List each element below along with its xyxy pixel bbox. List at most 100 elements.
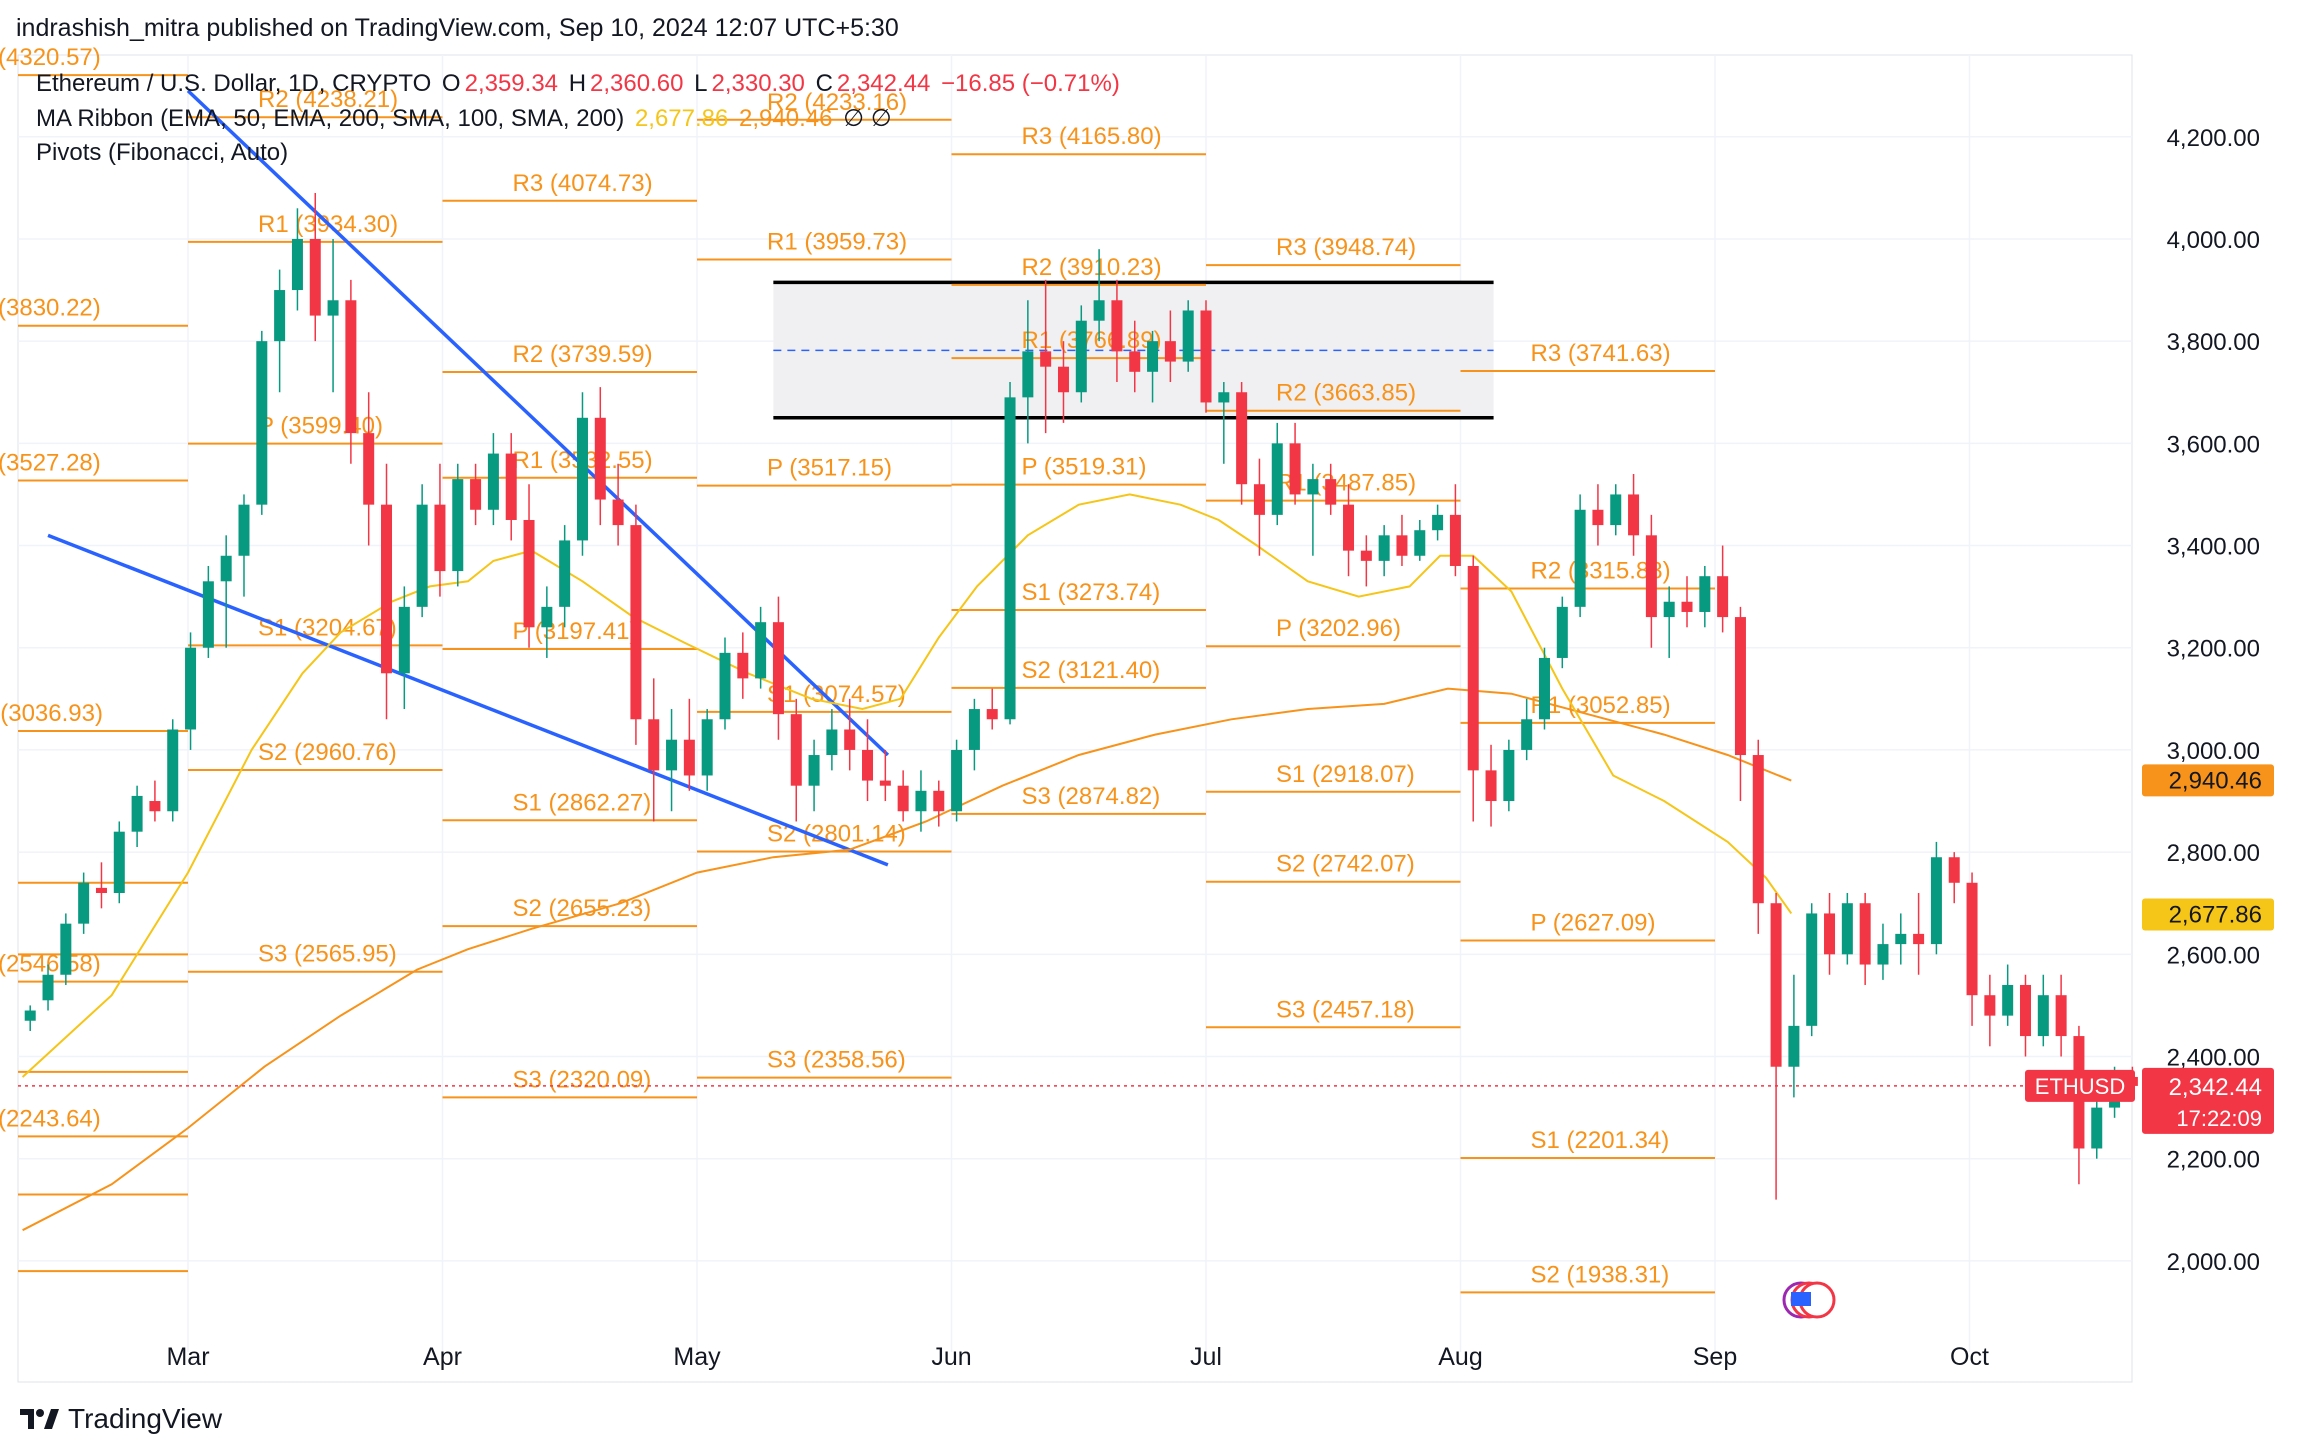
candle-body [78,882,90,924]
open-value: 2,359.34 [464,70,559,97]
candle-body [1681,601,1693,612]
ma200-value: 2,940.46 [739,105,833,132]
candle-body [879,780,891,786]
candle-body [185,647,197,730]
ma-value-label: 2,940.46 [2169,767,2262,794]
candle-body [2037,995,2049,1037]
range-zone [773,282,1494,418]
candle-body [1663,601,1675,618]
y-tick-label: 4,000.00 [2167,227,2260,254]
candle-body [381,504,393,674]
candle-body [1485,770,1497,802]
open-label: O [441,70,461,97]
pivot-level-label: R1 (3766.89) [1022,327,1162,354]
candle-body [1271,443,1283,515]
pivot-level-label: R3 (3948.74) [1276,234,1416,261]
candle-body [1948,857,1960,883]
candle-body [1307,479,1319,495]
candle-body [986,709,998,720]
candle-body [238,504,250,556]
pivot-period: 3 (4320.57) 2 (3830.22) 1 (3527.28) P (3036… [0,44,188,1273]
candle-body [1628,494,1640,536]
symbol-badge [2025,1069,2135,1102]
high-value: 2,360.60 [590,70,684,97]
candle-body [1378,535,1390,561]
close-value: 2,342.44 [836,70,931,97]
pivot-level-label: S2 (3121.40) [1022,657,1161,684]
candle-body [1913,933,1925,945]
candle-body [434,504,446,572]
symbol-legend: Ethereum / U.S. Dollar, 1D, CRYPTO O 2,35… [36,70,1124,98]
y-tick-label: 2,600.00 [2167,942,2260,969]
high-label: H [568,70,587,97]
ma-ribbon-legend[interactable]: MA Ribbon (EMA, 50, EMA, 200, SMA, 100, … [36,104,896,133]
candle-body [452,479,464,572]
pivots-legend[interactable]: Pivots (Fibonacci, Auto) [36,139,292,167]
candle-body [1521,719,1533,750]
y-tick-label: 3,200.00 [2167,636,2260,663]
pivot-level-label: S1 (3204.67) [258,614,397,641]
candle-body [701,719,713,776]
candle-body [1859,903,1871,965]
footer-brand-label: TradingView [68,1403,223,1434]
candle-body [683,739,695,776]
pivot-level-label: S2 (1938.31) [1531,1261,1670,1288]
candle-body [790,714,802,786]
pivot-level-label: R2 (3910.23) [1022,254,1162,281]
candle-body [1841,903,1853,955]
x-tick-label: Jun [931,1343,971,1371]
x-tick-label: Aug [1438,1343,1482,1371]
tradingview-logo-icon [20,1409,59,1429]
candle-body [309,238,321,316]
pivot-level-label: S3 (2874.82) [1022,783,1161,810]
candle-body [648,719,660,771]
candle-body [2019,984,2031,1037]
candle-body [1182,310,1194,362]
y-tick-label: 3,600.00 [2167,431,2260,458]
candle-body [1806,913,1818,1026]
pivot-level-label: S3 (2320.09) [513,1066,652,1093]
candle-body [113,831,125,893]
candle-body [60,923,72,975]
ma-value-label: 2,677.86 [2169,902,2262,929]
pivot-level-label: P (3202.96) [1276,615,1401,642]
candle-body [398,606,410,674]
footer-brand[interactable]: TradingView [20,1403,222,1435]
pivot-level-label: R2 (4238.21) [258,86,398,113]
candle-body [1360,550,1372,561]
pivot-level-label: R3 (4074.73) [513,170,653,197]
pivot-level-label: 1 (3527.28) [0,449,101,476]
y-tick-label: 3,800.00 [2167,329,2260,356]
candle-body [363,433,375,505]
pivot-level-label: R3 (4165.80) [1022,123,1162,150]
candle-body [95,887,107,893]
pivot-period: R2 (4233.16)R1 (3959.73)P (3517.15)S1 (3… [697,89,952,1079]
pivot-level-label: 1 (2546.58) [0,951,101,978]
candle-body [2002,984,2014,1016]
pivot-level-label: 2 (3830.22) [0,295,101,322]
candle-body [1770,903,1782,1067]
candle-body [202,581,214,648]
candle-body [131,795,143,832]
ma50-line [21,493,1793,1078]
x-tick-label: Jul [1190,1343,1222,1371]
ma-hidden-values: ∅ ∅ [843,105,892,132]
ma50-value: 2,677.86 [634,105,729,132]
pivot-level-label: 2 (2243.64) [0,1105,101,1132]
pivot-level-label: S3 (2358.56) [767,1047,906,1074]
y-tick-label: 2,400.00 [2167,1045,2260,1072]
candle-body [1289,443,1301,495]
x-tick-label: Mar [166,1343,209,1371]
pivot-level-label: P (2627.09) [1531,909,1656,936]
pivot-level-label: R2 (3739.59) [513,341,653,368]
candle-body [826,729,838,756]
trendline [47,533,889,867]
candle-body [291,238,303,291]
candle-body [1895,933,1907,945]
x-tick-label: Apr [423,1343,462,1371]
candle-body [559,540,571,607]
close-label: C [815,70,833,97]
countdown-label: 17:22:09 [2176,1106,2262,1131]
candle-body [576,417,588,541]
